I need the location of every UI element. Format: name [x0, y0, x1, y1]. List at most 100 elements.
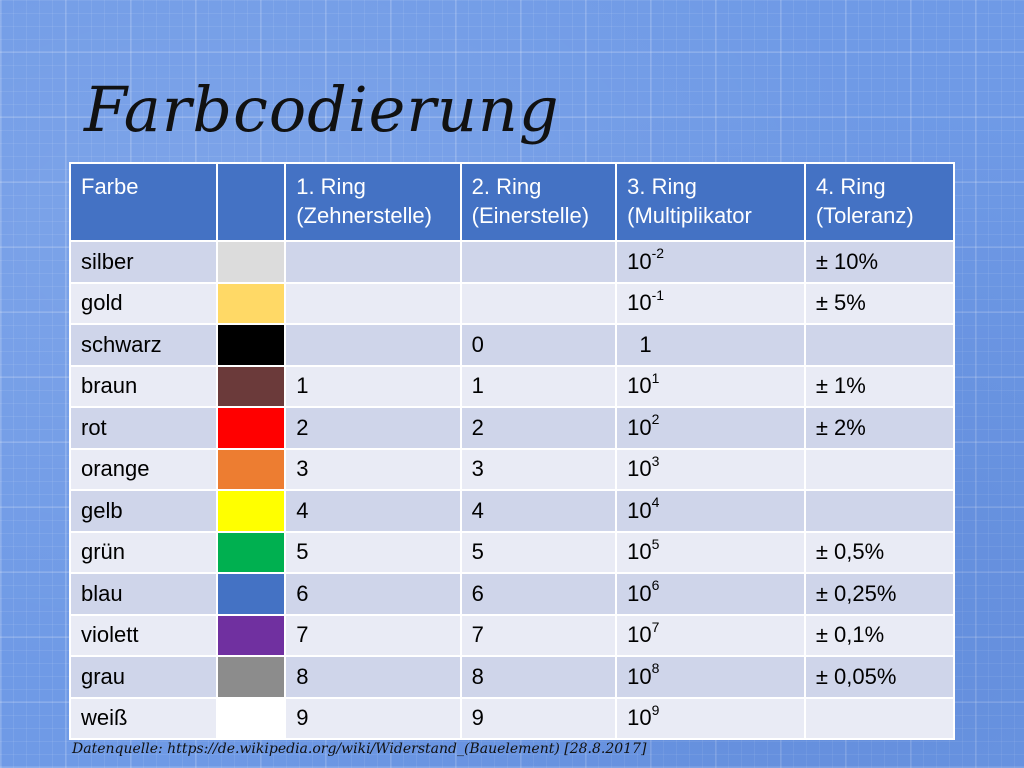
table-row: silber 10-2 ± 10% — [69, 240, 956, 284]
table-row: violett 7 7 107 ± 0,1% — [69, 613, 956, 657]
ring4-tolerance-cell: ± 0,25% — [803, 572, 956, 616]
table-row: braun 1 1 101 ± 1% — [69, 364, 956, 408]
color-name-cell: rot — [69, 406, 218, 450]
ring4-tolerance-cell: ± 5% — [803, 281, 956, 325]
color-swatch — [215, 572, 287, 616]
ring1-cell: 8 — [284, 655, 462, 699]
header-farbe: Farbe — [69, 162, 218, 242]
ring3-multiplier-cell: 106 — [615, 572, 806, 616]
ring1-cell: 5 — [284, 530, 462, 574]
color-swatch — [215, 489, 287, 533]
ring3-multiplier-cell: 101 — [615, 364, 806, 408]
color-name-cell: grün — [69, 530, 218, 574]
ring4-tolerance-cell: ± 1% — [803, 364, 956, 408]
ring3-multiplier-cell: 108 — [615, 655, 806, 699]
color-name-cell: violett — [69, 613, 218, 657]
header-ring3: 3. Ring (Multiplikator — [615, 162, 806, 242]
ring3-multiplier-cell: 1 — [615, 323, 806, 367]
multiplier-base: 1 — [627, 331, 652, 357]
header-ring2: 2. Ring (Einerstelle) — [459, 162, 618, 242]
multiplier-base: 10 — [627, 290, 652, 316]
multiplier-exponent: -2 — [651, 245, 665, 262]
ring1-cell: 3 — [284, 447, 462, 491]
ring3-multiplier-cell: 103 — [615, 447, 806, 491]
ring2-cell: 1 — [459, 364, 618, 408]
multiplier-base: 10 — [627, 705, 652, 731]
ring1-cell — [284, 240, 462, 284]
color-name-cell: silber — [69, 240, 218, 284]
color-swatch — [215, 696, 287, 740]
ring3-multiplier-cell: 105 — [615, 530, 806, 574]
ring4-tolerance-cell: ± 10% — [803, 240, 956, 284]
ring2-cell: 9 — [459, 696, 618, 740]
color-swatch — [215, 530, 287, 574]
ring1-cell: 1 — [284, 364, 462, 408]
multiplier-base: 10 — [627, 373, 652, 399]
header-ring1: 1. Ring (Zehnerstelle) — [284, 162, 462, 242]
multiplier-exponent: 4 — [651, 494, 660, 511]
color-swatch — [215, 447, 287, 491]
ring4-tolerance-cell — [803, 696, 956, 740]
ring3-multiplier-cell: 109 — [615, 696, 806, 740]
ring1-cell: 9 — [284, 696, 462, 740]
color-code-table: Farbe 1. Ring (Zehnerstelle) 2. Ring (Eine… — [69, 162, 956, 740]
ring4-tolerance-cell: ± 0,05% — [803, 655, 956, 699]
header-swatch — [215, 162, 287, 242]
color-name-cell: gold — [69, 281, 218, 325]
ring2-cell: 3 — [459, 447, 618, 491]
multiplier-exponent: 5 — [651, 535, 660, 552]
color-name-cell: orange — [69, 447, 218, 491]
slide-title: Farbcodierung — [84, 73, 560, 146]
multiplier-exponent: 2 — [651, 411, 660, 428]
ring2-cell — [459, 240, 618, 284]
ring3-multiplier-cell: 102 — [615, 406, 806, 450]
color-swatch — [215, 406, 287, 450]
ring1-cell — [284, 323, 462, 367]
color-swatch — [215, 364, 287, 408]
data-source-note: Datenquelle: https://de.wikipedia.org/wi… — [72, 741, 647, 757]
ring4-tolerance-cell — [803, 489, 956, 533]
multiplier-base: 10 — [627, 456, 652, 482]
ring2-cell: 4 — [459, 489, 618, 533]
color-swatch — [215, 613, 287, 657]
ring1-cell: 2 — [284, 406, 462, 450]
multiplier-base: 10 — [627, 622, 652, 648]
ring2-cell: 2 — [459, 406, 618, 450]
table-row: weiß 9 9 109 — [69, 696, 956, 740]
ring2-cell: 8 — [459, 655, 618, 699]
ring4-tolerance-cell: ± 0,5% — [803, 530, 956, 574]
multiplier-base: 10 — [627, 663, 652, 689]
table-header-row: Farbe 1. Ring (Zehnerstelle) 2. Ring (Eine… — [69, 162, 956, 242]
table-row: rot 2 2 102 ± 2% — [69, 406, 956, 450]
ring4-tolerance-cell — [803, 447, 956, 491]
multiplier-base: 10 — [627, 248, 652, 274]
ring2-cell: 6 — [459, 572, 618, 616]
table-row: schwarz 0 1 — [69, 323, 956, 367]
multiplier-base: 10 — [627, 497, 652, 523]
ring1-cell: 7 — [284, 613, 462, 657]
ring1-cell: 6 — [284, 572, 462, 616]
multiplier-exponent: 6 — [651, 577, 660, 594]
color-name-cell: blau — [69, 572, 218, 616]
ring2-cell — [459, 281, 618, 325]
color-name-cell: weiß — [69, 696, 218, 740]
ring1-cell: 4 — [284, 489, 462, 533]
multiplier-base: 10 — [627, 414, 652, 440]
multiplier-exponent: 8 — [651, 660, 660, 677]
table-row: grau 8 8 108 ± 0,05% — [69, 655, 956, 699]
color-swatch — [215, 323, 287, 367]
color-swatch — [215, 240, 287, 284]
ring3-multiplier-cell: 10-1 — [615, 281, 806, 325]
ring4-tolerance-cell: ± 0,1% — [803, 613, 956, 657]
ring2-cell: 7 — [459, 613, 618, 657]
ring3-multiplier-cell: 10-2 — [615, 240, 806, 284]
multiplier-exponent: 9 — [651, 701, 660, 718]
ring3-multiplier-cell: 107 — [615, 613, 806, 657]
color-name-cell: gelb — [69, 489, 218, 533]
table-row: grün 5 5 105 ± 0,5% — [69, 530, 956, 574]
ring3-multiplier-cell: 104 — [615, 489, 806, 533]
table-row: gelb 4 4 104 — [69, 489, 956, 533]
multiplier-base: 10 — [627, 539, 652, 565]
ring4-tolerance-cell — [803, 323, 956, 367]
table-row: blau 6 6 106 ± 0,25% — [69, 572, 956, 616]
